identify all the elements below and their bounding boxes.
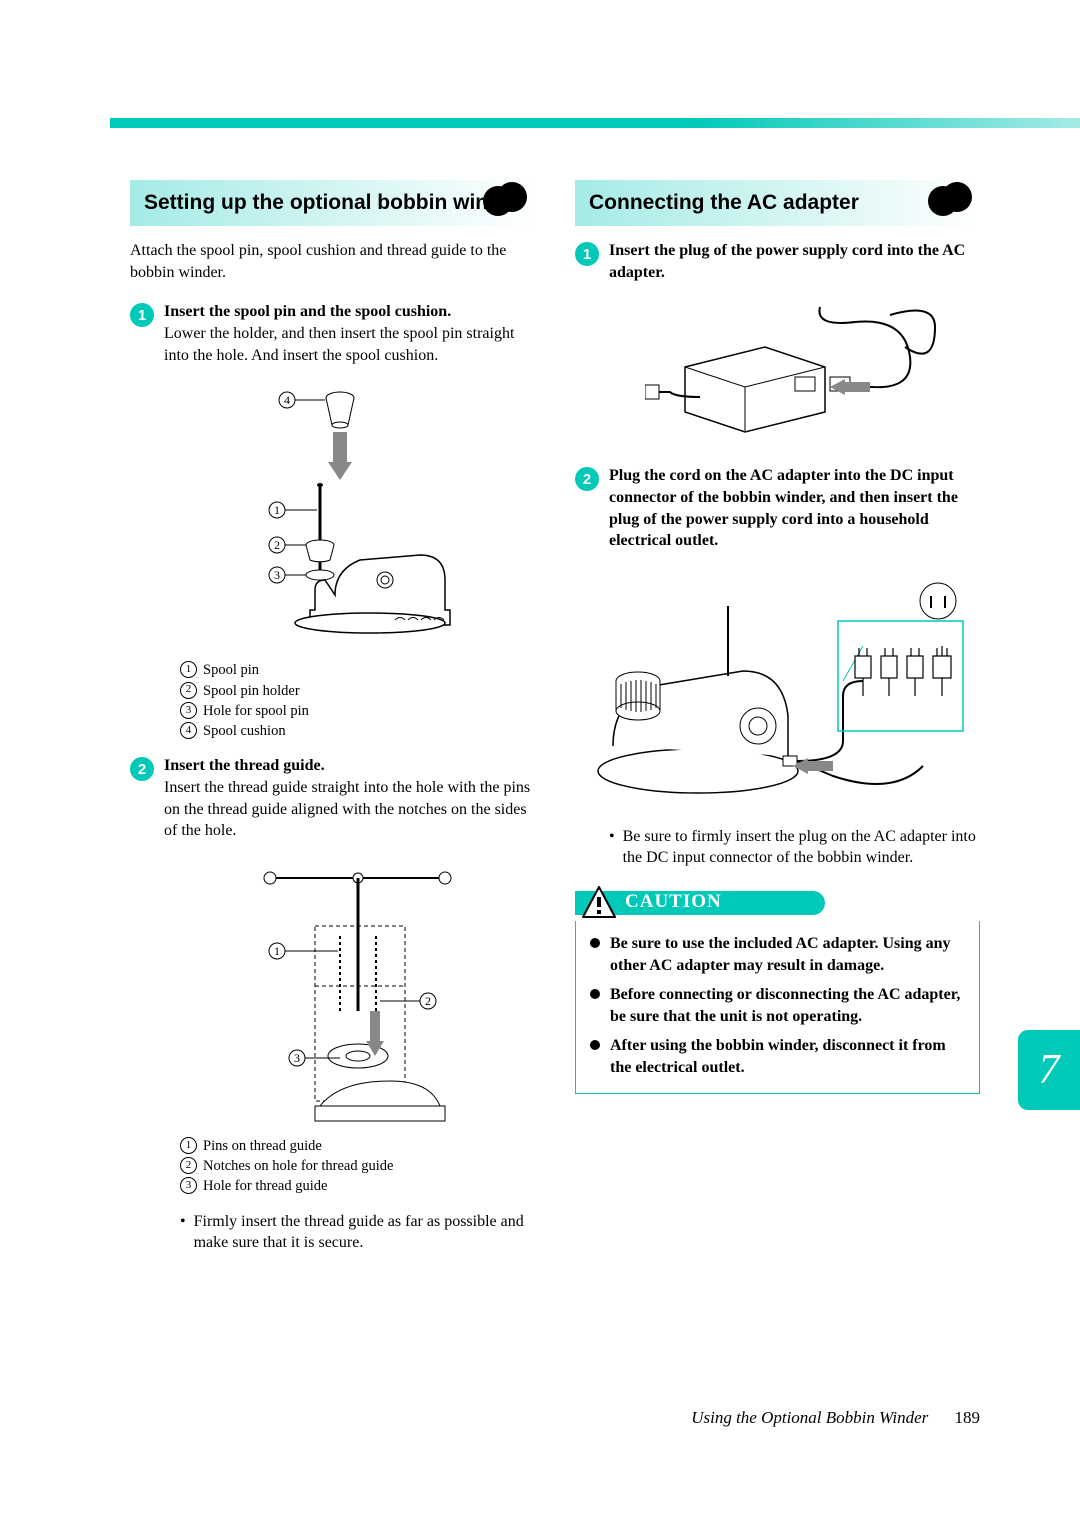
- left-heading-text: Setting up the optional bobbin winder: [144, 190, 521, 216]
- caution-item: Before connecting or disconnecting the A…: [590, 984, 965, 1027]
- svg-text:3: 3: [274, 568, 280, 582]
- legend-2: 1Pins on thread guide 2Notches on hole f…: [180, 1136, 535, 1197]
- left-note: • Firmly insert the thread guide as far …: [180, 1211, 535, 1254]
- step-marker-icon: 2: [575, 467, 599, 491]
- step-marker-icon: 2: [130, 757, 154, 781]
- left-step-2: 2 Insert the thread guide. Insert the th…: [130, 755, 535, 841]
- right-step2-title: Plug the cord on the AC adapter into the…: [609, 467, 958, 549]
- left-intro: Attach the spool pin, spool cushion and …: [130, 240, 535, 283]
- warning-icon: [581, 885, 617, 921]
- caution-item: Be sure to use the included AC adapter. …: [590, 933, 965, 976]
- right-note-text: Be sure to firmly insert the plug on the…: [623, 826, 980, 869]
- caution-item: After using the bobbin winder, disconnec…: [590, 1035, 965, 1078]
- step-marker-icon: 1: [575, 242, 599, 266]
- legend-1: 1Spool pin 2Spool pin holder 3Hole for s…: [180, 660, 535, 741]
- left-step1-title: Insert the spool pin and the spool cushi…: [164, 303, 451, 320]
- svg-text:2: 2: [425, 994, 431, 1008]
- legend-item: 3Hole for spool pin: [180, 701, 535, 721]
- chapter-tab: 7: [1018, 1030, 1080, 1110]
- figure-thread-guide: 1 2 3: [164, 856, 535, 1126]
- legend-item: 2Notches on hole for thread guide: [180, 1156, 535, 1176]
- right-heading-text: Connecting the AC adapter: [589, 190, 966, 216]
- right-step-2: 2 Plug the cord on the AC adapter into t…: [575, 465, 980, 551]
- heading-ornament: [483, 182, 527, 226]
- left-column: Setting up the optional bobbin winder At…: [130, 180, 535, 1262]
- page-footer: Using the Optional Bobbin Winder 189: [691, 1408, 980, 1428]
- heading-bg: Connecting the AC adapter: [575, 180, 980, 226]
- legend-item: 1Spool pin: [180, 660, 535, 680]
- caution-label: CAUTION: [625, 891, 722, 913]
- left-step1-body: Lower the holder, and then insert the sp…: [164, 323, 535, 366]
- chapter-number: 7: [1039, 1046, 1060, 1094]
- legend-item: 2Spool pin holder: [180, 681, 535, 701]
- left-note-text: Firmly insert the thread guide as far as…: [194, 1211, 535, 1254]
- page-content: Setting up the optional bobbin winder At…: [130, 180, 980, 1262]
- right-note: • Be sure to firmly insert the plug on t…: [609, 826, 980, 869]
- heading-bg: Setting up the optional bobbin winder: [130, 180, 535, 226]
- top-accent-bar: [110, 118, 1080, 128]
- right-step1-title: Insert the plug of the power supply cord…: [609, 242, 965, 281]
- footer-page: 189: [955, 1408, 981, 1427]
- svg-text:1: 1: [274, 503, 280, 517]
- caution-box: Be sure to use the included AC adapter. …: [575, 921, 980, 1094]
- step-marker-icon: 1: [130, 303, 154, 327]
- svg-text:4: 4: [284, 393, 290, 407]
- svg-text:2: 2: [274, 538, 280, 552]
- right-column: Connecting the AC adapter 1 Insert the p…: [575, 180, 980, 1262]
- figure-spool-pin: 4 1 2 3: [164, 380, 535, 650]
- heading-ornament: [928, 182, 972, 226]
- figure-winder-connect: [575, 566, 980, 816]
- caution-heading: CAUTION: [575, 885, 980, 921]
- left-step-1: 1 Insert the spool pin and the spool cus…: [130, 301, 535, 366]
- footer-section: Using the Optional Bobbin Winder: [691, 1408, 928, 1427]
- svg-text:3: 3: [294, 1051, 300, 1065]
- legend-item: 1Pins on thread guide: [180, 1136, 535, 1156]
- left-heading-block: Setting up the optional bobbin winder: [130, 180, 535, 226]
- right-step-1: 1 Insert the plug of the power supply co…: [575, 240, 980, 283]
- legend-item: 4Spool cushion: [180, 721, 535, 741]
- left-step2-body: Insert the thread guide straight into th…: [164, 777, 535, 842]
- left-step2-title: Insert the thread guide.: [164, 757, 325, 774]
- svg-text:1: 1: [274, 944, 280, 958]
- right-heading-block: Connecting the AC adapter: [575, 180, 980, 226]
- legend-item: 3Hole for thread guide: [180, 1176, 535, 1196]
- figure-ac-adapter: [609, 297, 980, 447]
